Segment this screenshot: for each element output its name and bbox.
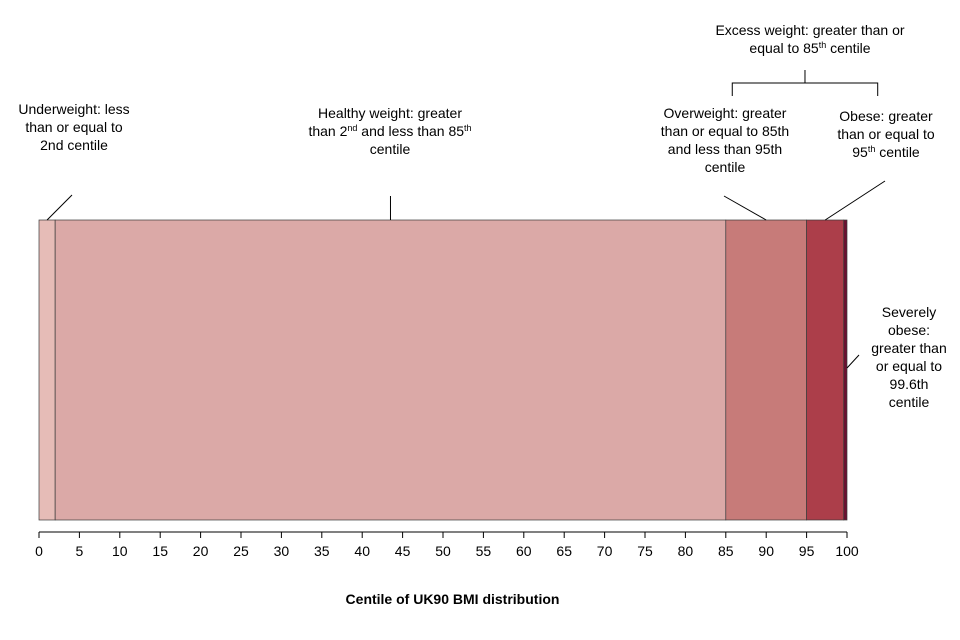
x-tick-label: 60: [516, 543, 532, 559]
x-tick-label: 30: [274, 543, 290, 559]
bar-segment-severely-obese: [843, 219, 848, 521]
annotation-severe-line: 99.6th: [889, 376, 929, 392]
bar-segment-underweight: [38, 219, 56, 521]
bar-segment-obese: [806, 219, 845, 521]
annotation-healthy-line2a: than 2: [308, 123, 348, 139]
x-tick-label: 75: [637, 543, 653, 559]
x-tick-label: 5: [76, 543, 84, 559]
x-tick-label: 25: [233, 543, 249, 559]
annotation-excess-line2: equal to 85th centile: [690, 39, 930, 57]
x-tick-label: 65: [556, 543, 572, 559]
annotation-excess-line2b: centile: [826, 40, 871, 56]
annotation-underweight-line: Underweight: less: [18, 101, 130, 117]
annotation-excess-sup: th: [818, 40, 827, 50]
annotation-overweight-line: centile: [704, 159, 746, 175]
excess-weight-bracket: [731, 70, 879, 96]
annotation-obese-line2: than or equal to: [837, 126, 935, 142]
bar-segment-healthy-weight: [54, 219, 727, 521]
x-tick-label: 70: [597, 543, 613, 559]
x-tick-label: 80: [678, 543, 694, 559]
annotation-obese-line3: 95th centile: [818, 143, 954, 161]
annotation-excess-line1: Excess weight: greater than or: [715, 22, 905, 38]
annotation-severe-line: obese:: [887, 322, 931, 338]
x-tick-label: 45: [395, 543, 411, 559]
annotation-severe-line: Severely: [881, 304, 937, 320]
annotation-healthy-sup1: nd: [347, 123, 358, 133]
x-tick-label: 40: [354, 543, 370, 559]
annotation-obese-sup: th: [867, 144, 876, 154]
annotation-overweight: Overweight: greater than or equal to 85t…: [640, 104, 810, 176]
annotation-healthy-line2b: and less than 85: [357, 123, 465, 139]
x-tick-label: 95: [799, 543, 815, 559]
annotation-severe-line: greater than: [871, 340, 947, 356]
annotation-leader-line: [824, 180, 886, 221]
annotation-underweight-line: than or equal to: [25, 119, 123, 135]
annotation-overweight-line: than or equal to 85th: [660, 123, 790, 139]
annotation-leader-line: [846, 354, 860, 369]
x-tick-label: 15: [152, 543, 168, 559]
annotation-obese-line3b: centile: [875, 144, 920, 160]
x-tick-label: 50: [435, 543, 451, 559]
annotation-severely-obese: Severely obese: greater than or equal to…: [860, 303, 958, 411]
annotation-excess-line2a: equal to 85: [749, 40, 819, 56]
bar-segment-overweight: [725, 219, 807, 521]
annotation-healthy-line1: Healthy weight: greater: [318, 105, 462, 121]
annotation-healthy-weight: Healthy weight: greater than 2nd and les…: [280, 104, 500, 158]
x-tick-label: 90: [758, 543, 774, 559]
annotation-leader-line: [46, 194, 73, 221]
x-tick-label: 55: [476, 543, 492, 559]
annotation-obese: Obese: greater than or equal to 95th cen…: [818, 107, 954, 161]
annotation-severe-line: centile: [888, 394, 930, 410]
annotation-overweight-line: and less than 95th: [667, 141, 783, 157]
annotation-overweight-line: Overweight: greater: [663, 105, 787, 121]
x-tick-label: 10: [112, 543, 128, 559]
x-tick-label: 35: [314, 543, 330, 559]
annotation-underweight: Underweight: less than or equal to 2nd c…: [4, 100, 144, 154]
x-tick-label: 20: [193, 543, 209, 559]
annotation-obese-line1: Obese: greater: [839, 108, 933, 124]
annotation-obese-line3a: 95: [852, 144, 868, 160]
annotation-healthy-line3: centile: [369, 141, 411, 157]
annotation-healthy-sup2: th: [464, 123, 472, 133]
annotation-leader-line: [723, 195, 767, 221]
annotation-underweight-line: 2nd centile: [40, 137, 108, 153]
x-axis-title: Centile of UK90 BMI distribution: [345, 591, 560, 607]
x-tick-label: 100: [835, 543, 859, 559]
annotation-excess-weight: Excess weight: greater than or equal to …: [690, 21, 930, 57]
annotation-severe-line: or equal to: [875, 358, 943, 374]
x-tick-label: 0: [35, 543, 43, 559]
annotation-healthy-line2: than 2nd and less than 85th: [280, 122, 500, 140]
x-tick-label: 85: [718, 543, 734, 559]
